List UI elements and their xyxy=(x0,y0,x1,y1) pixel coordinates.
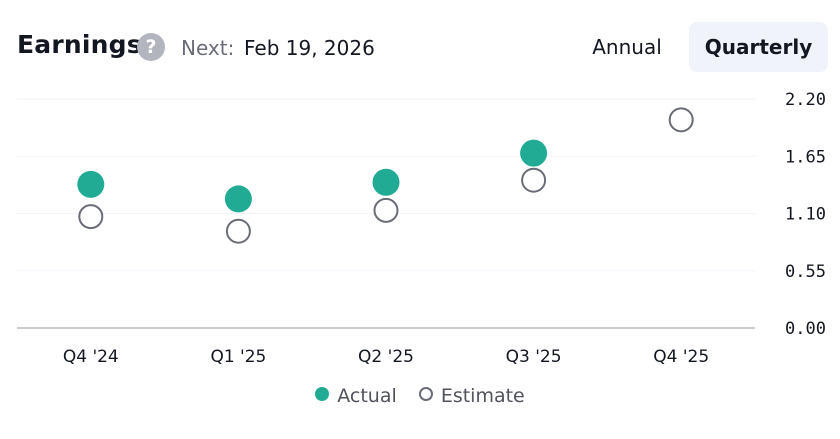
estimate-marker[interactable] xyxy=(521,167,547,193)
annual-toggle-button[interactable]: Annual xyxy=(592,35,662,59)
legend-estimate-label: Estimate xyxy=(440,384,525,407)
estimate-marker[interactable] xyxy=(225,218,251,244)
legend-estimate-marker xyxy=(418,387,433,401)
next-earnings-label: Next: xyxy=(181,36,235,60)
earnings-title: Earnings xyxy=(17,30,142,59)
legend-actual-marker xyxy=(315,387,330,401)
legend-actual-label: Actual xyxy=(337,384,397,407)
estimate-marker[interactable] xyxy=(78,204,104,230)
actual-marker[interactable] xyxy=(224,185,252,213)
x-tick-label: Q2 '25 xyxy=(358,347,414,367)
y-tick-label: 0.55 xyxy=(785,262,826,282)
next-earnings-date: Feb 19, 2026 xyxy=(244,36,375,60)
earnings-header: Earnings ? Next: Feb 19, 2026 Annual Qua… xyxy=(0,0,840,90)
x-tick-label: Q4 '25 xyxy=(653,347,709,367)
y-tick-label: 0.00 xyxy=(785,319,826,339)
y-tick-label: 2.20 xyxy=(785,90,826,110)
estimate-marker[interactable] xyxy=(668,107,694,133)
x-tick-label: Q4 '24 xyxy=(63,347,119,367)
actual-marker[interactable] xyxy=(77,170,105,198)
quarterly-toggle-button[interactable]: Quarterly xyxy=(689,22,828,72)
estimate-marker[interactable] xyxy=(373,197,399,223)
help-icon[interactable]: ? xyxy=(137,33,165,61)
actual-marker[interactable] xyxy=(372,168,400,196)
chart-legend: Actual Estimate xyxy=(0,384,840,414)
legend-item-estimate[interactable]: Estimate xyxy=(418,384,525,407)
actual-marker[interactable] xyxy=(520,139,548,167)
y-tick-label: 1.10 xyxy=(785,205,826,225)
y-tick-label: 1.65 xyxy=(785,147,826,167)
x-tick-label: Q1 '25 xyxy=(210,347,266,367)
legend-item-actual[interactable]: Actual xyxy=(315,385,397,407)
x-tick-label: Q3 '25 xyxy=(506,347,562,367)
